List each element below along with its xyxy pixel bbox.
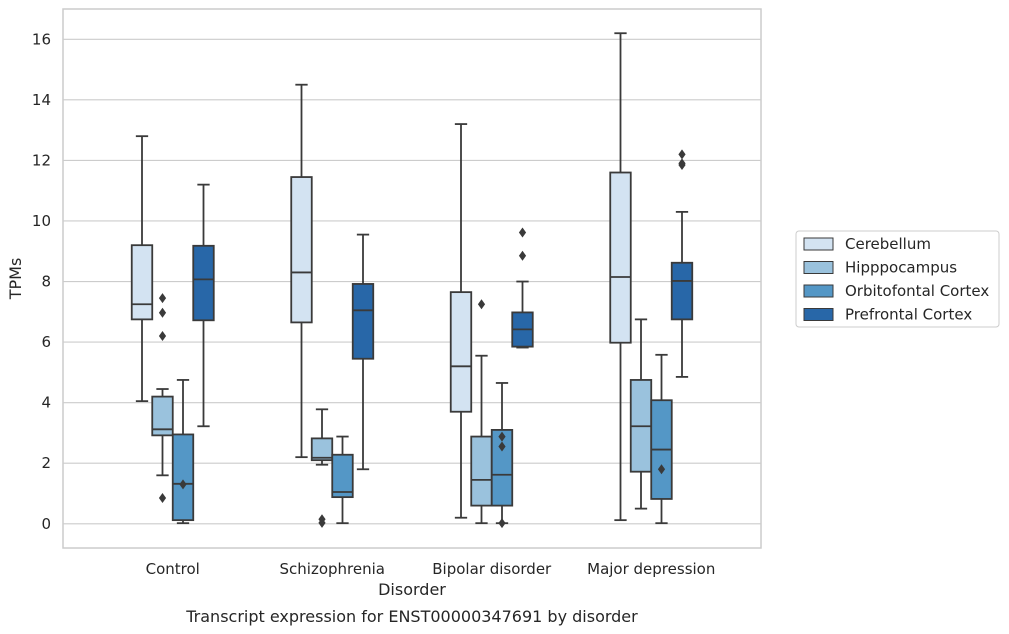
y-tick-label-14: 14 <box>32 91 51 109</box>
box-body <box>490 429 514 507</box>
series-cerebellum <box>130 32 632 522</box>
box <box>192 183 215 428</box>
box-body <box>171 433 195 522</box>
box <box>470 299 493 525</box>
outlier-point <box>678 158 686 169</box>
box-body <box>470 435 493 507</box>
legend: Cerebellum Hipppocampus Orbitofontal Corte… <box>795 230 1000 328</box>
box-body <box>192 244 215 322</box>
plot-frame <box>62 8 762 549</box>
outlier-point <box>158 307 167 318</box>
box <box>331 435 354 525</box>
box-body <box>609 171 632 344</box>
box <box>290 83 313 459</box>
x-tick-label: Bipolar disorder <box>432 560 552 578</box>
box <box>351 233 375 471</box>
outlier-point <box>678 149 686 160</box>
legend-swatch <box>803 308 834 321</box>
outlier-point <box>158 331 167 342</box>
legend-label: Hipppocampus <box>845 259 957 277</box>
y-tick-label-2: 2 <box>41 454 51 472</box>
box <box>511 227 534 349</box>
legend-label: Prefrontal Cortex <box>845 306 972 324</box>
y-tick-label-12: 12 <box>32 151 51 169</box>
box <box>171 379 195 525</box>
y-tick-label-0: 0 <box>41 515 51 533</box>
y-axis-label: TPMs <box>6 258 25 301</box>
box-body <box>310 437 334 462</box>
figure-caption: Transcript expression for ENST0000034769… <box>185 607 638 626</box>
outlier-point <box>158 293 167 304</box>
box-body <box>151 395 174 437</box>
outlier-point <box>498 431 506 442</box>
box-body <box>351 283 375 360</box>
y-tick-label-6: 6 <box>41 333 51 351</box>
outlier-point <box>498 518 506 529</box>
box <box>609 32 632 522</box>
outlier-point <box>518 227 527 238</box>
y-tick-label-4: 4 <box>41 394 51 412</box>
x-tick-label: Schizophrenia <box>280 560 385 578</box>
x-tick-label: Control <box>146 560 200 578</box>
legend-label: Cerebellum <box>845 235 931 253</box>
series-hipppocampus <box>151 293 653 528</box>
outlier-point <box>477 299 486 310</box>
box <box>670 149 694 378</box>
series-orbitofontal-cortex <box>171 353 673 529</box>
box <box>310 408 334 528</box>
outlier-point <box>657 464 666 475</box>
outlier-point <box>179 479 187 490</box>
legend-swatch <box>803 284 834 298</box>
box <box>151 293 174 504</box>
box-body <box>130 244 154 321</box>
legend-swatch <box>803 237 834 251</box>
outlier-point <box>318 514 326 525</box>
x-tick-label: Major depression <box>587 560 715 578</box>
box-series <box>130 32 694 529</box>
x-tick-labels: Control Schizophrenia Bipolar disorder Majo… <box>146 560 716 578</box>
box-body <box>670 261 694 321</box>
legend-swatch <box>803 261 834 274</box>
outlier-point <box>158 493 167 504</box>
y-tick-label-16: 16 <box>32 30 51 48</box>
box <box>449 123 473 519</box>
box-body <box>290 176 313 324</box>
box-body <box>449 291 473 413</box>
y-tick-label-8: 8 <box>41 273 51 291</box>
legend-frame <box>795 230 1000 328</box>
outlier-point <box>518 250 527 261</box>
outlier-point <box>498 441 506 452</box>
box <box>629 318 653 510</box>
box-body <box>331 453 354 499</box>
y-tick-label-10: 10 <box>32 212 51 230</box>
box <box>490 382 514 529</box>
x-axis-label: Disorder <box>378 580 446 599</box>
box <box>130 135 154 403</box>
legend-label: Orbitofontal Cortex <box>845 282 989 300</box>
box <box>650 353 673 525</box>
y-tick-labels: 0 2 4 6 8 10 12 14 16 <box>32 30 51 532</box>
series-prefrontal-cortex <box>192 149 694 471</box>
